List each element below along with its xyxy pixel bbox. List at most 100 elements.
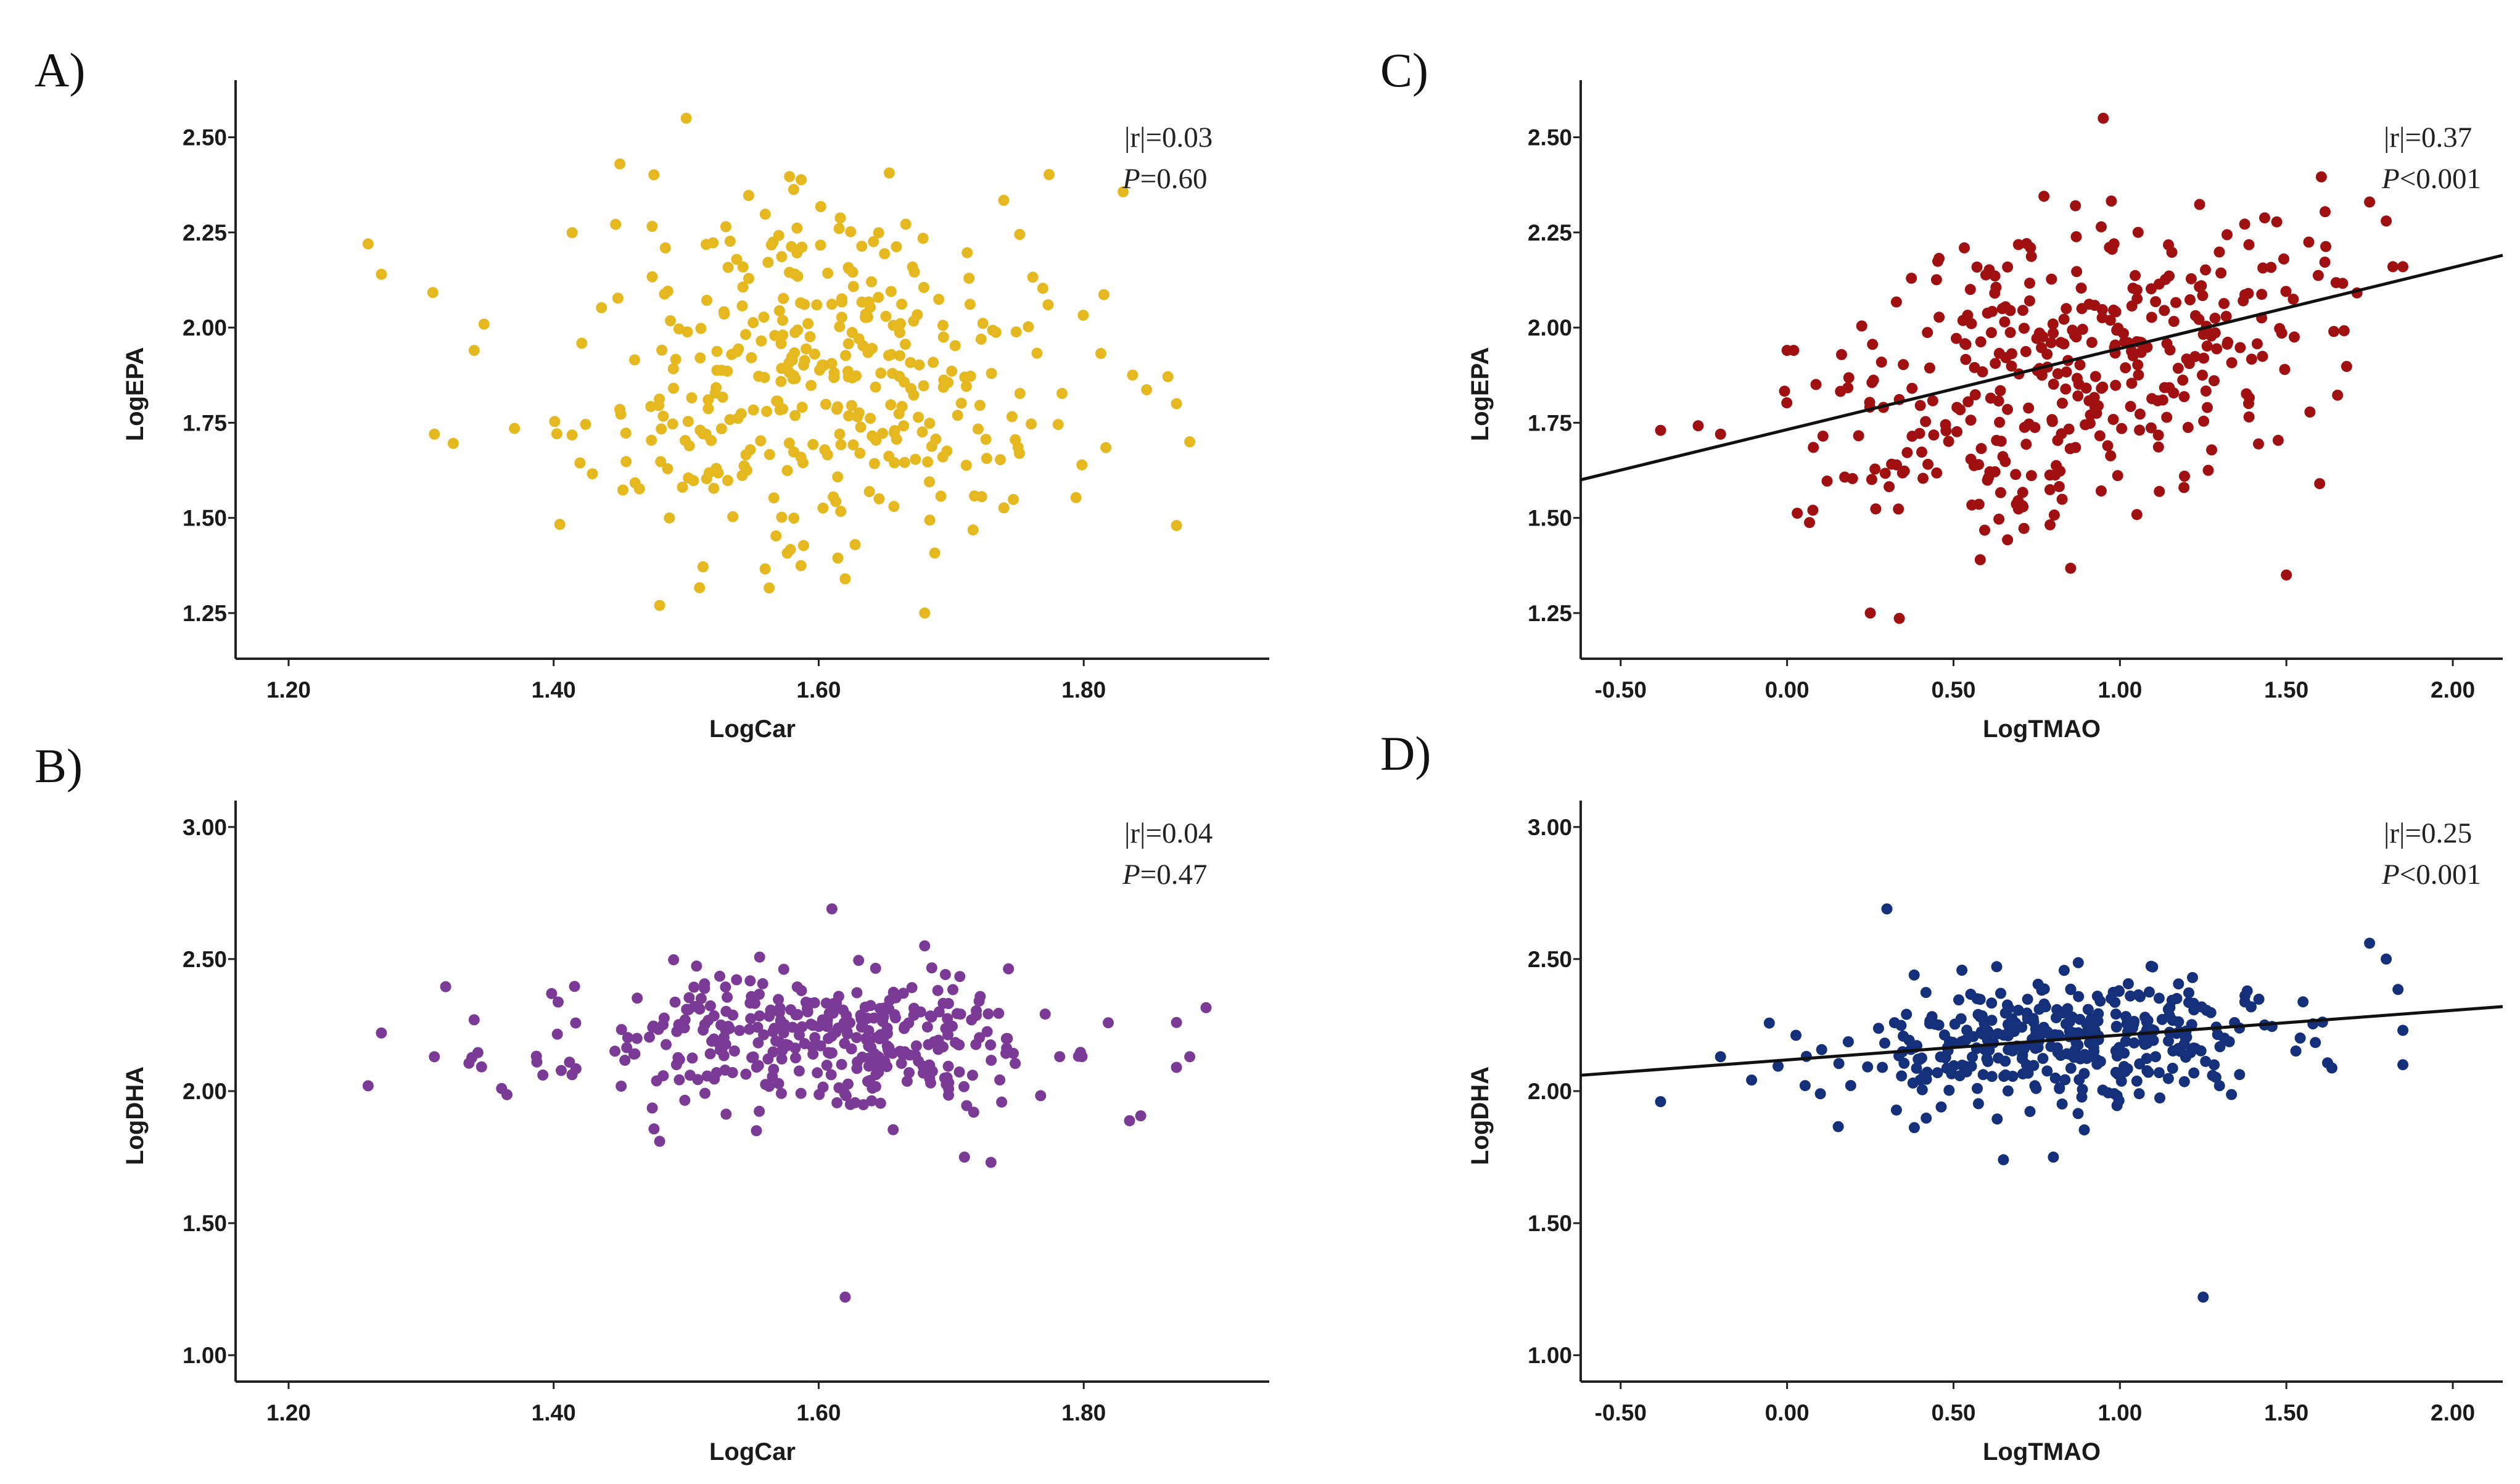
panel-c-point [2096,304,2108,315]
panel-b-plot: 1.20 1.40 1.60 1.80 1.00 1.50 2.00 2.50 3.00 LogC… [121,801,1269,1465]
panel-b-point [699,978,710,990]
panel-a-point [710,382,722,394]
panel-d-point [2162,1004,2174,1015]
panel-a-point [975,333,987,345]
panel-a-point [828,367,840,379]
panel-c-plot: -0.50 0.00 0.50 1.00 1.50 2.00 1.25 1.50 1.75 2.0… [1467,80,2503,743]
panel-b-stat-p-symbol: P [1122,859,1140,891]
panel-a-point [942,377,954,389]
panel-c-y-tick-label: 1.25 [1528,601,1572,626]
panel-c-point [2198,352,2210,364]
panel-c-point [2024,278,2035,289]
panel-c-point [1779,385,1790,397]
panel-c-point [2108,304,2119,316]
panel-c-point [2315,171,2327,183]
panel-a-point [682,416,694,427]
panel-b-point [958,1081,970,1092]
panel-a-point [935,490,947,502]
panel-c-point [2364,196,2376,208]
panel-c-point [2189,351,2201,363]
panel-b-point [924,1010,936,1022]
panel-c-point [2090,371,2101,382]
panel-a-point [659,242,671,254]
panel-d-point [2092,1015,2104,1027]
panel-b-point [463,1057,475,1069]
panel-a-point [614,403,625,415]
panel-a-point [912,309,923,321]
panel-b-point [778,963,789,975]
panel-b-point [734,1024,746,1036]
panel-d-point [2094,1056,2106,1067]
panel-a-point [731,254,743,265]
panel-c-point [1989,270,2001,282]
panel-c-point [2134,408,2146,420]
panel-a-point [817,502,829,514]
panel-c-point [2177,374,2189,386]
panel-d-point [1974,1011,1986,1023]
panel-a-point [1162,371,1174,382]
panel-c-y-tick-label: 2.00 [1528,315,1572,340]
panel-b-point [683,992,695,1004]
panel-d-point [1991,1113,2003,1125]
panel-d-point [2003,1044,2014,1055]
panel-b-point [939,969,951,980]
panel-a-point [702,394,714,406]
panel-a-point [849,539,861,550]
panel-b-point [746,991,757,1002]
panel-b-point [476,1061,487,1073]
panel-c-point [1999,456,2011,468]
panel-a-point [972,423,984,435]
panel-b-point [689,1000,700,1012]
panel-b-point [899,1021,910,1033]
panel-d-point [1992,1028,2004,1039]
panel-a-point [797,540,809,551]
panel-c-point [2041,348,2053,360]
panel-a-point [883,350,894,361]
panel-a-point [1127,369,1139,381]
panel-d-point [2153,992,2165,1004]
panel-d-point [2397,1059,2409,1071]
panel-b-point [657,1019,669,1031]
panel-c-point [2004,305,2016,316]
panel-c-point [1927,395,1938,406]
panel-c-point [1969,389,1981,400]
panel-c-point [1893,503,1904,515]
panel-d-point [2139,1039,2151,1050]
panel-b-point [926,962,937,974]
panel-c-point [2025,250,2037,262]
panel-a-point [784,171,796,183]
panel-b-point [807,1041,818,1052]
panel-d-point [2310,1037,2321,1049]
panel-b-point [646,1102,658,1114]
panel-d-point [2150,1051,2162,1063]
panel-b-point [556,1065,567,1076]
panel-b-point [714,970,725,982]
panel-a-point [1027,271,1039,283]
panel-a-point [834,428,846,440]
panel-d-label: D) [1380,727,1431,780]
panel-c-point [2226,357,2238,369]
panel-b-point [564,1057,575,1068]
panel-c-point [2106,244,2118,255]
panel-c-point [1655,424,1666,436]
panel-c-point [1843,372,1855,384]
panel-d-point [2187,971,2198,983]
panel-d-point [2078,1124,2090,1136]
panel-a-y-tick-label: 2.25 [183,220,227,245]
panel-d-point [2017,1050,2028,1061]
panel-b-point [840,1090,852,1102]
panel-b-point [844,1017,855,1029]
panel-d-point [2188,1067,2200,1079]
panel-d-point [2239,990,2251,1002]
panel-b-point [793,1065,805,1077]
panel-a-point [376,268,387,280]
panel-d-y-axis-label: LogDHA [1467,1066,1494,1165]
panel-d-point [2049,1029,2061,1041]
panel-a-point [924,476,935,488]
panel-b-point [952,1039,964,1050]
panel-c-point [2330,277,2342,289]
panel-a-x-tick-label: 1.40 [532,677,576,703]
panel-c-point [2096,221,2107,233]
panel-a-point [747,404,759,416]
panel-a-point [976,491,987,503]
